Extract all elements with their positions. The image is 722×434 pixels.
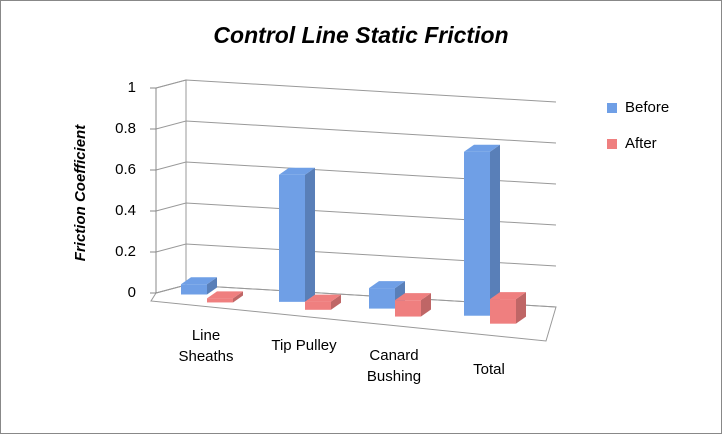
y-tick-label: 0.8 <box>115 120 136 137</box>
bar-top <box>181 277 217 285</box>
y-tick-label: 0.4 <box>115 202 136 219</box>
bar-top <box>395 293 431 301</box>
grid-line <box>155 161 557 185</box>
y-axis-label: Friction Coefficient <box>72 124 89 261</box>
bar <box>490 299 516 324</box>
bar-side <box>516 292 526 324</box>
y-tick-label: 1 <box>128 79 136 96</box>
bar-top <box>490 292 526 300</box>
legend-label: Before <box>625 99 669 116</box>
bar <box>207 298 233 303</box>
y-tick-label: 0.6 <box>115 161 136 178</box>
bar-side <box>233 291 243 303</box>
x-tick-label: Tip Pulley <box>271 337 337 354</box>
bar-top <box>279 167 315 175</box>
grid-line <box>155 79 557 103</box>
bar <box>279 174 305 302</box>
bar-top <box>207 291 243 299</box>
bar-top <box>464 144 500 152</box>
side-wall <box>155 79 187 294</box>
bar-top <box>305 294 341 302</box>
x-tick-label: Line Sheaths <box>178 327 234 365</box>
legend-swatch <box>607 103 617 113</box>
bar-side <box>305 167 315 302</box>
bar <box>181 284 207 295</box>
legend-label: After <box>625 135 657 152</box>
bar-side <box>421 293 431 317</box>
bar-side <box>331 294 341 310</box>
x-tick-label: Canard Bushing <box>366 347 422 385</box>
chart-title: Control Line Static Friction <box>213 22 508 48</box>
bar-side <box>207 277 217 295</box>
bar <box>395 300 421 317</box>
bar <box>464 151 490 316</box>
y-tick-label: 0 <box>128 284 136 301</box>
bar-top <box>369 281 405 289</box>
bar <box>305 301 331 310</box>
grid-line <box>155 120 557 144</box>
y-tick-label: 0.2 <box>115 243 136 260</box>
bar-side <box>490 144 500 316</box>
x-tick-label: Total <box>473 361 505 378</box>
grid-line <box>155 243 557 267</box>
legend-swatch <box>607 139 617 149</box>
bar <box>369 288 395 309</box>
grid-line <box>155 202 557 226</box>
